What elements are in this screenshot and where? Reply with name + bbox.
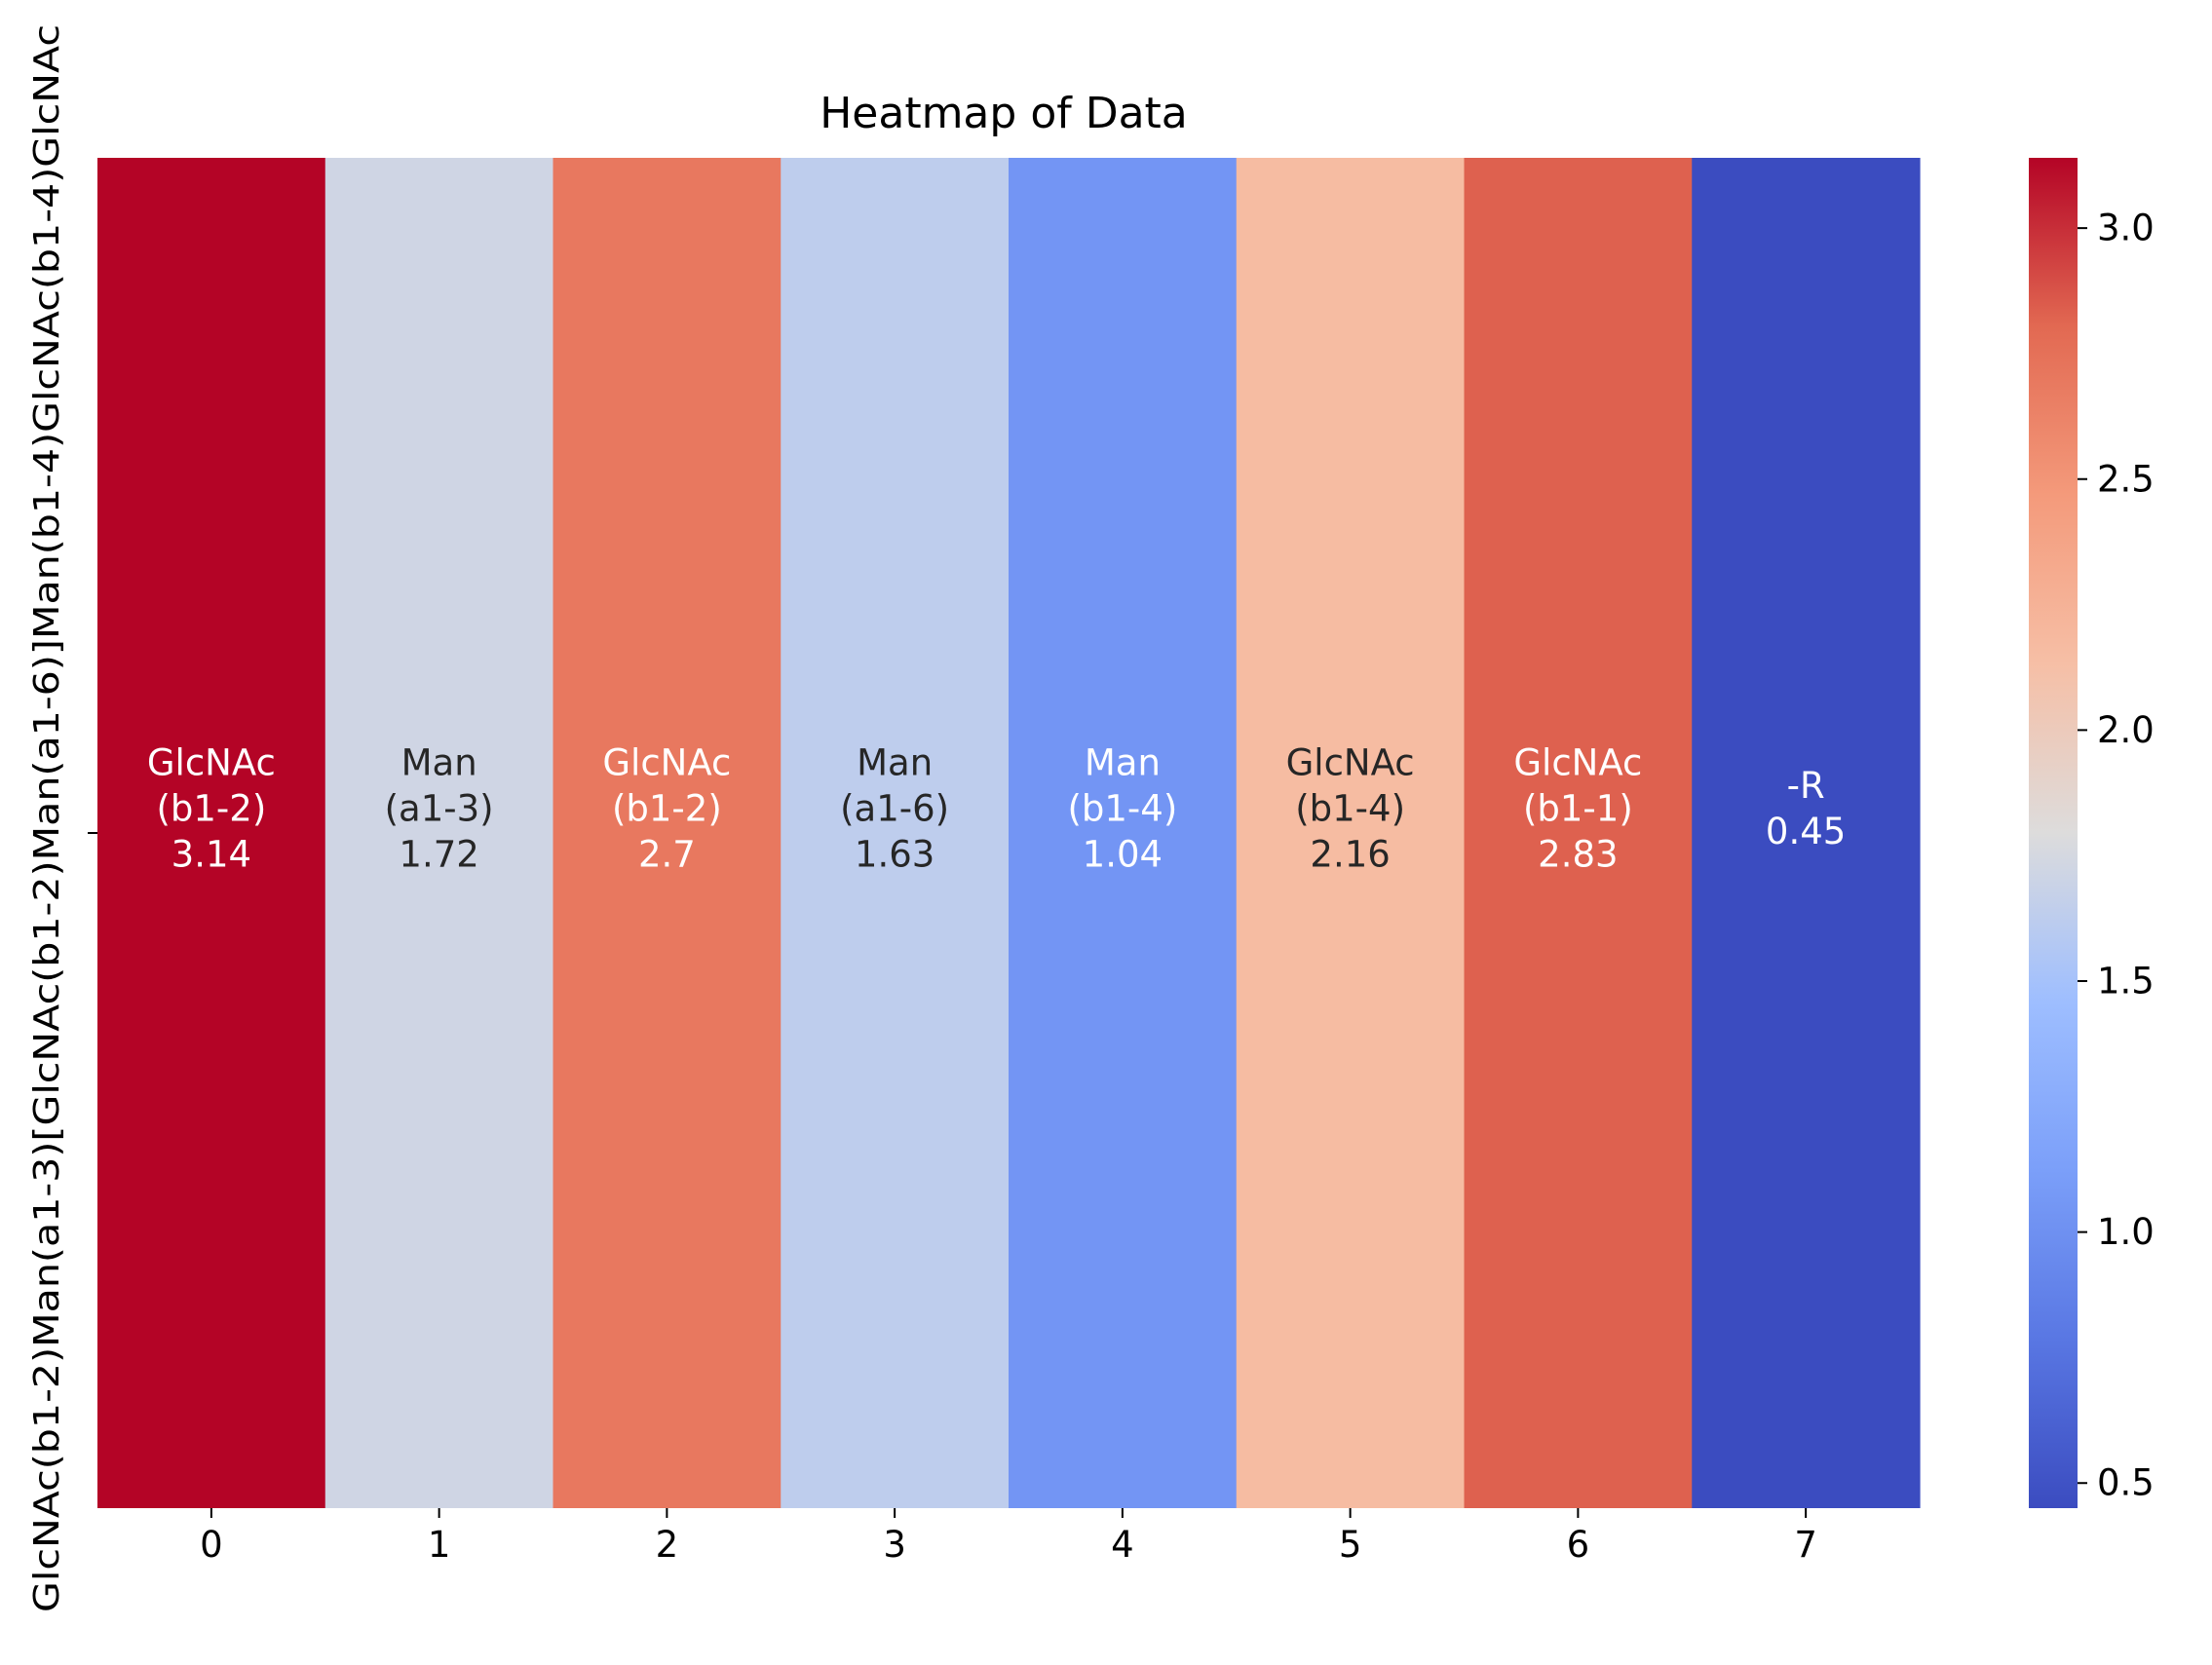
colorbar: [2029, 158, 2078, 1508]
cell-label: 2.83: [1538, 834, 1618, 876]
y-axis: GlcNAc(b1-2)Man(a1-3)[GlcNAc(b1-2)Man(a1…: [27, 24, 97, 1612]
cell-label: 3.14: [172, 834, 251, 876]
x-tick-label: 3: [883, 1524, 906, 1566]
x-tick-label: 7: [1794, 1524, 1817, 1566]
cell-label: 0.45: [1766, 811, 1846, 852]
cell-label: (b1-4): [1067, 788, 1177, 830]
heatmap-cell: [1009, 158, 1238, 1508]
x-tick-label: 0: [200, 1524, 223, 1566]
x-tick-label: 4: [1111, 1524, 1134, 1566]
cell-label: GlcNAc: [602, 742, 731, 784]
cell-label: GlcNAc: [1513, 742, 1642, 784]
y-tick-label: GlcNAc(b1-2)Man(a1-3)[GlcNAc(b1-2)Man(a1…: [27, 24, 67, 1612]
colorbar-tick-label: 3.0: [2097, 208, 2155, 249]
x-axis: 0 1 2 3 4 5 6 7: [200, 1508, 1817, 1566]
heatmap-cell-labels: GlcNAc(b1-2)3.14Man(a1-3)1.72GlcNAc(b1-2…: [147, 742, 1846, 876]
chart-title: Heatmap of Data: [820, 89, 1188, 138]
heatmap-cell: [553, 158, 782, 1508]
cell-label: GlcNAc: [1286, 742, 1415, 784]
heatmap-cell: [1692, 158, 1921, 1508]
cell-label: (b1-1): [1523, 788, 1633, 830]
cell-label: 2.16: [1310, 834, 1390, 876]
heatmap-cell: [1464, 158, 1693, 1508]
colorbar-tick-label: 1.5: [2097, 961, 2155, 1003]
cell-label: Man: [857, 742, 933, 784]
heatmap-cell: [97, 158, 326, 1508]
colorbar-tick-label: 0.5: [2097, 1462, 2155, 1504]
cell-label: Man: [401, 742, 477, 784]
heatmap-cell: [1236, 158, 1466, 1508]
colorbar-tick-label: 1.0: [2097, 1211, 2155, 1253]
x-tick-label: 6: [1567, 1524, 1590, 1566]
cell-label: 1.72: [399, 834, 478, 876]
x-tick-label: 5: [1339, 1524, 1362, 1566]
x-tick-label: 1: [428, 1524, 451, 1566]
cell-label: 1.04: [1083, 834, 1163, 876]
x-tick-label: 2: [656, 1524, 679, 1566]
cell-label: (b1-2): [612, 788, 722, 830]
cell-label: -R: [1787, 765, 1825, 807]
cell-label: (a1-6): [840, 788, 949, 830]
cell-label: (b1-4): [1295, 788, 1405, 830]
cell-label: (b1-2): [156, 788, 266, 830]
heatmap-cell: [324, 158, 554, 1508]
cell-label: 1.63: [855, 834, 934, 876]
cell-label: 2.7: [638, 834, 696, 876]
colorbar-tick-label: 2.5: [2097, 458, 2155, 500]
colorbar-axis: 0.5 1.0 1.5 2.0 2.5 3.0: [2078, 208, 2155, 1504]
heatmap-cell: [781, 158, 1010, 1508]
cell-label: (a1-3): [385, 788, 494, 830]
cell-label: GlcNAc: [147, 742, 276, 784]
heatmap-cells: [97, 158, 1921, 1508]
colorbar-tick-label: 2.0: [2097, 709, 2155, 751]
cell-label: Man: [1085, 742, 1161, 784]
